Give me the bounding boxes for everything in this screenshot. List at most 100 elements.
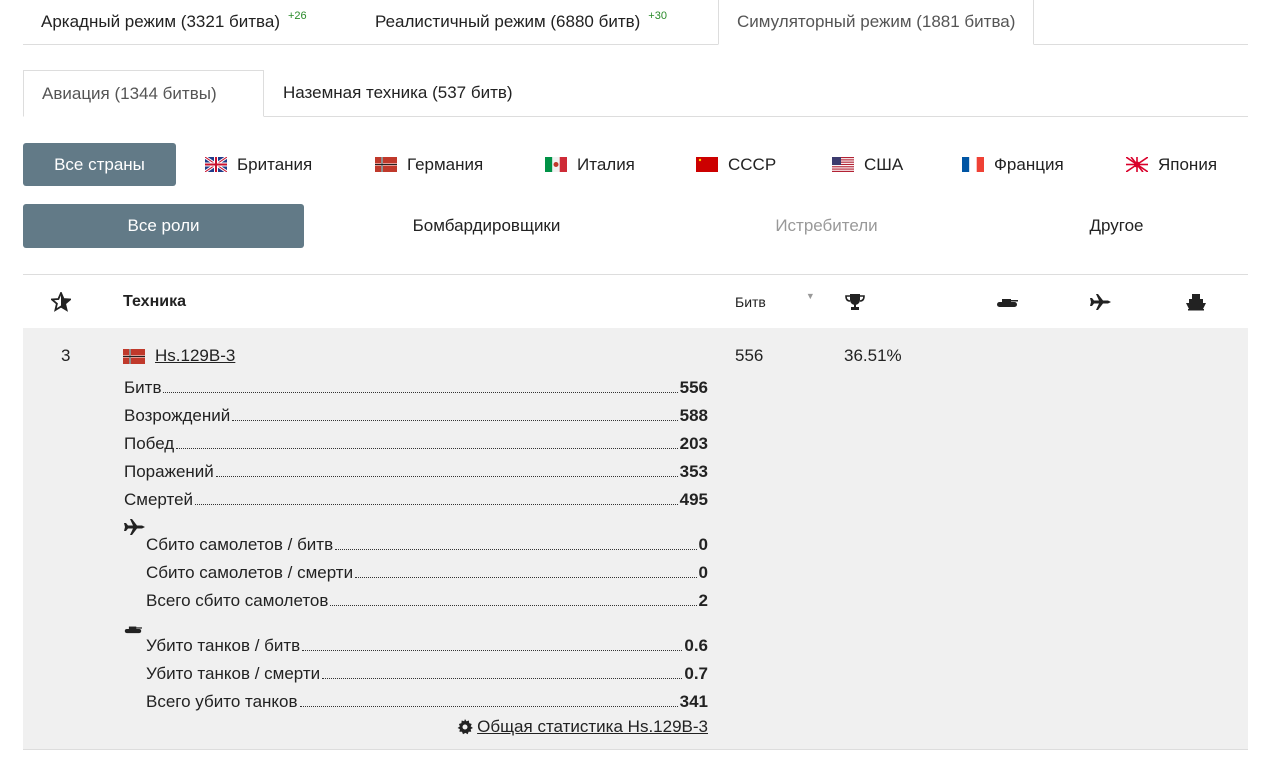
stat-label: Побед [124,434,175,453]
role-other-label: Другое [1089,216,1144,235]
stat-value: 353 [679,462,708,481]
tab-arcade-delta: +26 [287,10,307,22]
stat-value: 203 [679,434,708,453]
gear-icon [457,719,474,735]
stat-wins: Побед 203 [124,430,708,454]
country-germany-button[interactable]: Германия [375,143,483,186]
tab-realistic-label: Реалистичный режим (6880 битв) [375,12,641,31]
country-britain-label: Британия [237,154,313,174]
country-britain-button[interactable]: Британия [205,143,312,186]
stat-label: Сбито самолетов / битв [146,535,334,554]
star-icon[interactable] [51,275,71,328]
vehicle-name-link[interactable]: Hs.129B-3 [155,346,236,365]
tank-icon [124,624,142,634]
stat-label: Поражений [124,462,214,481]
overall-stats-label[interactable]: Общая статистика Hs.129B-3 [477,717,708,736]
tank-icon[interactable] [996,275,1018,328]
country-usa-button[interactable]: США [832,143,903,186]
stat-value: 556 [679,378,708,397]
stat-battles: Битв 556 [124,374,708,398]
stat-air-kills-per-death: Сбито самолетов / смерти 0 [146,559,708,583]
plane-icon[interactable] [1090,275,1112,328]
role-other-button[interactable]: Другое [976,204,1257,248]
france-flag-icon [962,157,984,172]
vehicle-type-tabs: Авиация (1344 битвы) Наземная техника (5… [23,70,1248,117]
tab-aviation[interactable]: Авиация (1344 битвы) [23,70,264,117]
stat-value: 0 [698,563,708,582]
country-ussr-label: СССР [728,154,777,174]
ship-icon[interactable] [1185,275,1207,328]
role-bombers-label: Бомбардировщики [412,216,561,235]
stat-air-kills-total: Всего сбито самолетов 2 [146,587,708,611]
row-winrate: 36.51% [844,346,902,365]
stat-label: Убито танков / битв [146,636,301,655]
country-italy-button[interactable]: Италия [545,143,635,186]
tab-realistic-delta: +30 [648,10,667,22]
ussr-flag-icon [696,157,718,172]
trophy-icon[interactable] [845,275,865,328]
role-bombers-button[interactable]: Бомбардировщики [346,204,627,248]
stat-label: Сбито самолетов / смерти [146,563,354,582]
plane-icon [124,518,146,536]
germany-flag-icon [375,157,397,172]
tab-realistic[interactable]: Реалистичный режим (6880 битв) +30 [375,0,667,44]
role-fighters-button[interactable]: Истребители [686,204,967,248]
stat-deaths: Смертей 495 [124,486,708,510]
stat-label: Смертей [124,490,194,509]
stat-value: 341 [679,692,708,711]
country-usa-label: США [864,154,904,174]
row-battles: 556 [735,346,764,365]
stat-label: Битв [124,378,162,397]
table-header: Техника Битв ▼ [23,274,1248,330]
stat-value: 0.7 [684,664,708,683]
stat-tank-kills-total: Всего убито танков 341 [146,688,708,712]
tab-ground[interactable]: Наземная техника (537 битв) [283,70,513,116]
stat-value: 495 [679,490,708,509]
table-row: 3 Hs.129B-3 556 36.51% Битв 556 Возрожден… [23,328,1248,750]
country-japan-label: Япония [1158,154,1218,174]
role-all-label: Все роли [127,216,200,235]
vehicle-column-header[interactable]: Техника [123,292,186,310]
japan-flag-icon [1126,157,1148,172]
germany-flag-icon [123,348,145,364]
battles-column-header[interactable]: Битв ▼ [735,275,815,328]
stat-label: Всего убито танков [146,692,298,711]
stat-value: 2 [698,591,708,610]
mode-tabs: Аркадный режим (3321 битва) +26 Реалисти… [23,0,1248,45]
tab-arcade-label: Аркадный режим (3321 битва) [41,12,280,31]
stat-tank-kills-per-battle: Убито танков / битв 0.6 [146,632,708,656]
tab-simulator[interactable]: Симуляторный режим (1881 битва) [718,0,1035,45]
stat-tank-kills-per-death: Убито танков / смерти 0.7 [146,660,708,684]
stat-label: Возрождений [124,406,231,425]
stat-respawns: Возрождений 588 [124,402,708,426]
sort-desc-icon: ▼ [805,290,815,301]
stat-air-kills-per-battle: Сбито самолетов / битв 0 [146,531,708,555]
row-vehicle: Hs.129B-3 [123,346,235,366]
stat-label: Всего сбито самолетов [146,591,329,610]
country-france-label: Франция [994,154,1064,174]
country-all-button[interactable]: Все страны [23,143,176,186]
country-france-button[interactable]: Франция [962,143,1064,186]
tab-ground-label: Наземная техника (537 битв) [283,83,513,102]
row-rank: 3 [61,346,71,365]
role-all-button[interactable]: Все роли [23,204,304,248]
stat-value: 588 [679,406,708,425]
stat-value: 0 [698,535,708,554]
country-japan-button[interactable]: Япония [1126,143,1217,186]
country-italy-label: Италия [577,154,635,174]
country-ussr-button[interactable]: СССР [696,143,776,186]
country-all-label: Все страны [54,154,145,174]
country-germany-label: Германия [407,154,484,174]
italy-flag-icon [545,157,567,172]
role-fighters-label: Истребители [775,216,878,235]
tab-simulator-label: Симуляторный режим (1881 битва) [737,12,1016,31]
uk-flag-icon [205,157,227,172]
tab-arcade[interactable]: Аркадный режим (3321 битва) +26 [41,0,307,44]
stat-value: 0.6 [684,636,708,655]
stat-losses: Поражений 353 [124,458,708,482]
tab-aviation-label: Авиация (1344 битвы) [42,83,217,103]
battles-header-label: Битв [735,293,766,310]
overall-stats-link[interactable]: Общая статистика Hs.129B-3 [457,717,708,737]
usa-flag-icon [832,157,854,172]
stat-label: Убито танков / смерти [146,664,321,683]
